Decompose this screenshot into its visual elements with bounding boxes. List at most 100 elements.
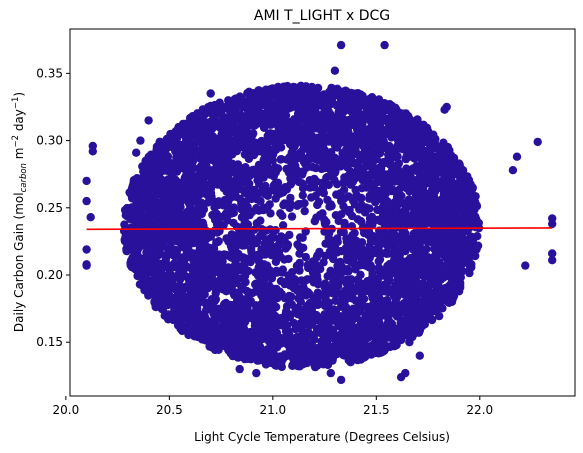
data-point — [221, 279, 231, 288]
data-point — [253, 315, 262, 325]
data-point — [275, 289, 284, 298]
data-point — [241, 345, 250, 354]
data-point — [206, 232, 215, 241]
data-point — [465, 268, 474, 278]
data-point — [226, 167, 236, 176]
data-point — [243, 89, 252, 98]
data-point — [442, 192, 451, 201]
data-point — [307, 193, 316, 202]
data-point — [466, 222, 475, 232]
data-point — [449, 153, 459, 163]
data-point — [132, 223, 141, 232]
data-point — [247, 194, 256, 204]
data-point — [172, 134, 182, 143]
data-point — [317, 318, 326, 328]
data-point — [211, 319, 220, 328]
data-point — [359, 294, 369, 303]
data-point — [384, 241, 393, 250]
data-point — [252, 204, 261, 213]
data-point — [255, 342, 265, 351]
data-point — [355, 321, 364, 330]
data-point — [450, 269, 460, 278]
data-point — [364, 124, 374, 134]
data-point — [199, 256, 208, 265]
data-point — [203, 119, 212, 128]
data-point — [397, 335, 406, 345]
data-point — [336, 336, 345, 345]
data-point — [224, 96, 233, 105]
data-point — [387, 117, 396, 127]
data-point — [316, 133, 325, 143]
data-point — [226, 187, 235, 196]
data-point — [307, 90, 316, 99]
data-point — [418, 296, 427, 306]
data-point — [397, 118, 406, 127]
data-point — [401, 109, 410, 118]
data-point — [359, 142, 369, 151]
data-point — [396, 170, 406, 179]
data-point — [213, 122, 222, 131]
data-point — [443, 239, 453, 248]
data-point — [337, 262, 346, 271]
data-point — [342, 102, 351, 112]
data-point — [179, 164, 188, 173]
data-point — [348, 316, 357, 325]
data-point — [259, 148, 268, 158]
data-point — [151, 302, 160, 312]
data-point — [303, 275, 312, 284]
data-point — [293, 310, 302, 319]
data-point — [419, 155, 428, 164]
data-point — [364, 230, 373, 240]
data-point — [332, 316, 342, 325]
data-point — [370, 171, 379, 180]
data-point — [398, 227, 408, 236]
data-point — [388, 200, 397, 209]
data-point — [240, 271, 250, 280]
data-point — [320, 289, 330, 298]
data-point — [170, 251, 179, 260]
data-point — [449, 231, 458, 240]
data-point — [295, 288, 304, 297]
data-point — [465, 186, 474, 195]
data-point — [431, 297, 440, 307]
data-point — [179, 190, 188, 199]
data-point — [271, 334, 281, 344]
data-point — [235, 302, 244, 311]
data-point — [277, 358, 286, 367]
data-point — [389, 146, 398, 155]
data-point — [237, 262, 246, 271]
data-point — [268, 156, 277, 165]
data-point — [409, 296, 419, 306]
data-point — [184, 329, 193, 339]
data-point — [252, 286, 261, 295]
data-point — [406, 254, 415, 263]
data-point — [250, 225, 259, 234]
data-point — [425, 235, 434, 245]
data-point — [458, 258, 468, 267]
data-point — [180, 122, 189, 131]
data-point — [410, 318, 419, 327]
data-point — [332, 248, 342, 257]
data-point — [286, 193, 295, 203]
data-point — [135, 280, 145, 289]
data-point — [224, 153, 233, 163]
data-point — [322, 217, 331, 227]
data-point — [249, 121, 258, 130]
data-point — [239, 231, 249, 241]
data-point — [151, 181, 160, 190]
data-point — [269, 114, 278, 124]
data-point — [400, 210, 410, 220]
data-point — [292, 119, 301, 128]
data-point — [240, 334, 249, 343]
data-point — [341, 309, 350, 318]
data-point — [151, 191, 160, 200]
data-point — [453, 249, 462, 258]
data-point — [414, 279, 423, 288]
data-point — [386, 160, 396, 169]
data-point — [332, 281, 342, 291]
data-point — [236, 101, 245, 111]
data-point — [443, 142, 452, 152]
data-point — [318, 178, 327, 188]
data-point — [440, 178, 450, 187]
